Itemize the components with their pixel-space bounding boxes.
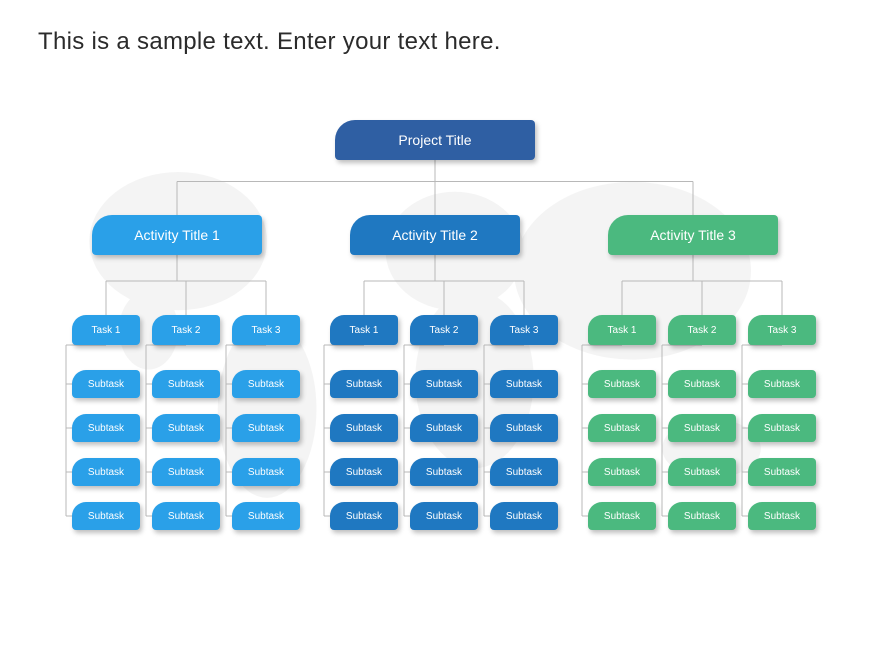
activity-node-3: Activity Title 3 xyxy=(608,215,778,255)
subtask-node-1-1-4: Subtask xyxy=(72,502,140,530)
subtask-node-3-2-3: Subtask xyxy=(668,458,736,486)
subtask-node-2-1-2: Subtask xyxy=(330,414,398,442)
subtask-node-1-2-3: Subtask xyxy=(152,458,220,486)
subtask-node-1-2-4: Subtask xyxy=(152,502,220,530)
subtask-node-3-2-4: Subtask xyxy=(668,502,736,530)
task-node-1-3: Task 3 xyxy=(232,315,300,345)
task-node-3-1: Task 1 xyxy=(588,315,656,345)
subtask-node-3-3-4: Subtask xyxy=(748,502,816,530)
activity-node-2: Activity Title 2 xyxy=(350,215,520,255)
subtask-node-1-3-3: Subtask xyxy=(232,458,300,486)
subtask-node-3-2-2: Subtask xyxy=(668,414,736,442)
subtask-node-2-3-4: Subtask xyxy=(490,502,558,530)
task-node-2-2: Task 2 xyxy=(410,315,478,345)
subtask-node-3-3-1: Subtask xyxy=(748,370,816,398)
subtask-node-1-1-2: Subtask xyxy=(72,414,140,442)
subtask-node-1-2-2: Subtask xyxy=(152,414,220,442)
subtask-node-2-1-3: Subtask xyxy=(330,458,398,486)
subtask-node-2-3-1: Subtask xyxy=(490,370,558,398)
subtask-node-3-3-2: Subtask xyxy=(748,414,816,442)
subtask-node-2-2-2: Subtask xyxy=(410,414,478,442)
subtask-node-3-1-4: Subtask xyxy=(588,502,656,530)
subtask-node-1-1-3: Subtask xyxy=(72,458,140,486)
subtask-node-3-3-3: Subtask xyxy=(748,458,816,486)
subtask-node-1-3-4: Subtask xyxy=(232,502,300,530)
subtask-node-1-1-1: Subtask xyxy=(72,370,140,398)
subtask-node-3-1-3: Subtask xyxy=(588,458,656,486)
subtask-node-1-2-1: Subtask xyxy=(152,370,220,398)
subtask-node-3-2-1: Subtask xyxy=(668,370,736,398)
subtask-node-2-2-3: Subtask xyxy=(410,458,478,486)
page-title: This is a sample text. Enter your text h… xyxy=(38,28,501,56)
subtask-node-2-1-4: Subtask xyxy=(330,502,398,530)
subtask-node-1-3-2: Subtask xyxy=(232,414,300,442)
subtask-node-3-1-2: Subtask xyxy=(588,414,656,442)
project-node: Project Title xyxy=(335,120,535,160)
task-node-2-1: Task 1 xyxy=(330,315,398,345)
subtask-node-2-2-4: Subtask xyxy=(410,502,478,530)
subtask-node-2-3-2: Subtask xyxy=(490,414,558,442)
task-node-2-3: Task 3 xyxy=(490,315,558,345)
task-node-3-2: Task 2 xyxy=(668,315,736,345)
activity-node-1: Activity Title 1 xyxy=(92,215,262,255)
subtask-node-2-1-1: Subtask xyxy=(330,370,398,398)
subtask-node-1-3-1: Subtask xyxy=(232,370,300,398)
task-node-1-1: Task 1 xyxy=(72,315,140,345)
task-node-3-3: Task 3 xyxy=(748,315,816,345)
subtask-node-3-1-1: Subtask xyxy=(588,370,656,398)
subtask-node-2-2-1: Subtask xyxy=(410,370,478,398)
subtask-node-2-3-3: Subtask xyxy=(490,458,558,486)
task-node-1-2: Task 2 xyxy=(152,315,220,345)
